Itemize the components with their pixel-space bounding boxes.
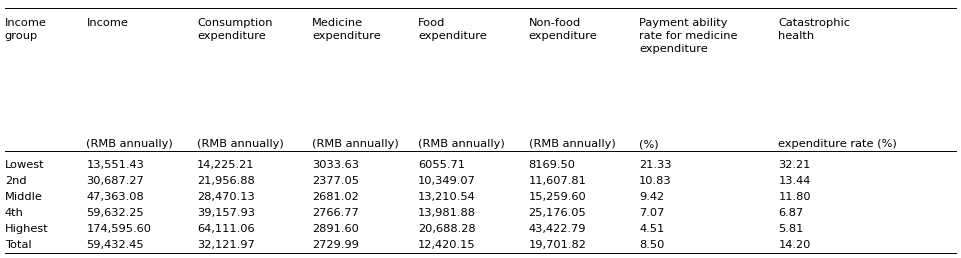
Text: 11,607.81: 11,607.81 — [529, 176, 586, 186]
Text: 7.07: 7.07 — [639, 208, 664, 218]
Text: 5.81: 5.81 — [778, 224, 803, 234]
Text: 2377.05: 2377.05 — [312, 176, 359, 186]
Text: 2nd: 2nd — [5, 176, 27, 186]
Text: Non-food
expenditure: Non-food expenditure — [529, 18, 598, 41]
Text: Medicine
expenditure: Medicine expenditure — [312, 18, 382, 41]
Text: 21.33: 21.33 — [639, 160, 672, 170]
Text: expenditure rate (%): expenditure rate (%) — [778, 139, 898, 149]
Text: 10,349.07: 10,349.07 — [418, 176, 476, 186]
Text: 3033.63: 3033.63 — [312, 160, 359, 170]
Text: 2891.60: 2891.60 — [312, 224, 359, 234]
Text: 43,422.79: 43,422.79 — [529, 224, 586, 234]
Text: 13,210.54: 13,210.54 — [418, 192, 476, 202]
Text: 13,981.88: 13,981.88 — [418, 208, 476, 218]
Text: 12,420.15: 12,420.15 — [418, 240, 476, 250]
Text: Payment ability
rate for medicine
expenditure: Payment ability rate for medicine expend… — [639, 18, 737, 54]
Text: Total: Total — [5, 240, 32, 250]
Text: 9.42: 9.42 — [639, 192, 664, 202]
Text: 13.44: 13.44 — [778, 176, 811, 186]
Text: Consumption
expenditure: Consumption expenditure — [197, 18, 273, 41]
Text: 2766.77: 2766.77 — [312, 208, 359, 218]
Text: 19,701.82: 19,701.82 — [529, 240, 586, 250]
Text: 174,595.60: 174,595.60 — [86, 224, 152, 234]
Text: Highest: Highest — [5, 224, 49, 234]
Text: (RMB annually): (RMB annually) — [529, 139, 615, 149]
Text: (RMB annually): (RMB annually) — [197, 139, 283, 149]
Text: 14,225.21: 14,225.21 — [197, 160, 255, 170]
Text: 6.87: 6.87 — [778, 208, 803, 218]
Text: Income
group: Income group — [5, 18, 47, 41]
Text: 2681.02: 2681.02 — [312, 192, 359, 202]
Text: 11.80: 11.80 — [778, 192, 811, 202]
Text: 13,551.43: 13,551.43 — [86, 160, 144, 170]
Text: 32.21: 32.21 — [778, 160, 811, 170]
Text: 20,688.28: 20,688.28 — [418, 224, 476, 234]
Text: 2729.99: 2729.99 — [312, 240, 359, 250]
Text: 8.50: 8.50 — [639, 240, 664, 250]
Text: (RMB annually): (RMB annually) — [86, 139, 173, 149]
Text: 28,470.13: 28,470.13 — [197, 192, 255, 202]
Text: 14.20: 14.20 — [778, 240, 811, 250]
Text: 30,687.27: 30,687.27 — [86, 176, 144, 186]
Text: (RMB annually): (RMB annually) — [418, 139, 505, 149]
Text: 59,632.25: 59,632.25 — [86, 208, 144, 218]
Text: 8169.50: 8169.50 — [529, 160, 576, 170]
Text: (RMB annually): (RMB annually) — [312, 139, 399, 149]
Text: 10.83: 10.83 — [639, 176, 672, 186]
Text: 25,176.05: 25,176.05 — [529, 208, 586, 218]
Text: 4th: 4th — [5, 208, 24, 218]
Text: 4.51: 4.51 — [639, 224, 664, 234]
Text: 47,363.08: 47,363.08 — [86, 192, 144, 202]
Text: Middle: Middle — [5, 192, 42, 202]
Text: 59,432.45: 59,432.45 — [86, 240, 144, 250]
Text: 39,157.93: 39,157.93 — [197, 208, 255, 218]
Text: 64,111.06: 64,111.06 — [197, 224, 255, 234]
Text: Catastrophic
health: Catastrophic health — [778, 18, 850, 41]
Text: Food
expenditure: Food expenditure — [418, 18, 487, 41]
Text: (%): (%) — [639, 139, 658, 149]
Text: Income: Income — [86, 18, 129, 28]
Text: Lowest: Lowest — [5, 160, 44, 170]
Text: 6055.71: 6055.71 — [418, 160, 465, 170]
Text: 32,121.97: 32,121.97 — [197, 240, 255, 250]
Text: 15,259.60: 15,259.60 — [529, 192, 586, 202]
Text: 21,956.88: 21,956.88 — [197, 176, 255, 186]
